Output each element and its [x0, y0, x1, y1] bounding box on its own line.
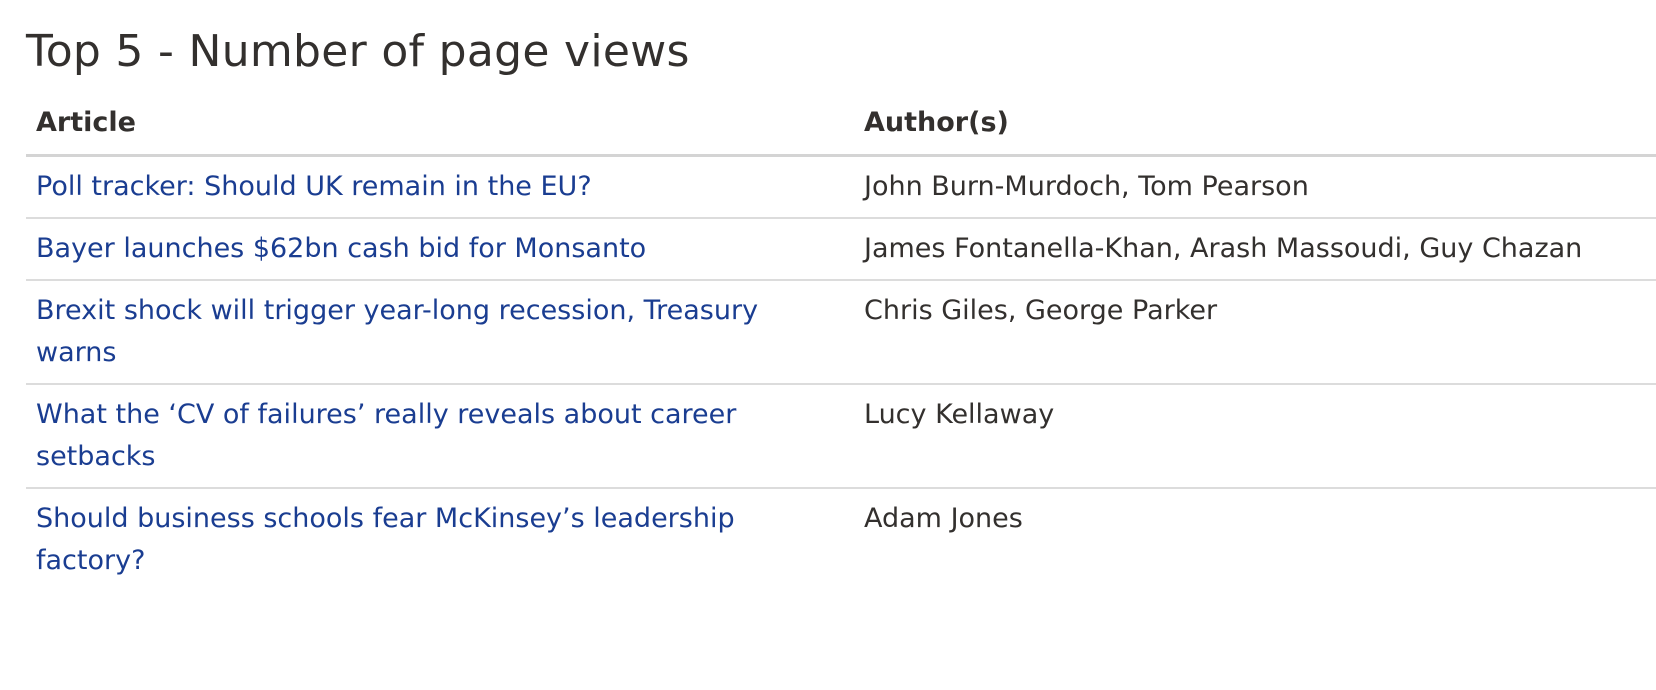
author-cell: Lucy Kellaway	[854, 384, 1656, 489]
article-cell: Brexit shock will trigger year-long rece…	[26, 280, 854, 385]
article-link[interactable]: Poll tracker: Should UK remain in the EU…	[36, 171, 592, 202]
table-row: What the ‘CV of failures’ really reveals…	[26, 384, 1656, 489]
table-row: Poll tracker: Should UK remain in the EU…	[26, 155, 1656, 219]
top-articles-widget: Top 5 - Number of page views Article Aut…	[26, 0, 1656, 591]
article-link[interactable]: Should business schools fear McKinsey’s …	[36, 503, 735, 576]
author-cell: Adam Jones	[864, 503, 1023, 534]
article-link[interactable]: Bayer launches $62bn cash bid for Monsan…	[36, 233, 647, 264]
table-row: Brexit shock will trigger year-long rece…	[26, 280, 1656, 385]
top-articles-table: Article Author(s) Poll tracker: Should U…	[26, 98, 1656, 591]
column-header-authors: Author(s)	[854, 98, 1656, 157]
page-title: Top 5 - Number of page views	[26, 26, 690, 77]
author-cell: James Fontanella-Khan, Arash Massoudi, G…	[854, 218, 1656, 281]
article-cell: Poll tracker: Should UK remain in the EU…	[26, 155, 854, 219]
column-header-article: Article	[26, 98, 854, 157]
table-row: Should business schools fear McKinsey’s …	[26, 488, 1656, 591]
table-row: Bayer launches $62bn cash bid for Monsan…	[26, 218, 1656, 281]
article-link[interactable]: What the ‘CV of failures’ really reveals…	[36, 399, 737, 472]
author-cell: John Burn-Murdoch, Tom Pearson	[854, 155, 1656, 219]
article-cell: Bayer launches $62bn cash bid for Monsan…	[26, 218, 854, 281]
article-link[interactable]: Brexit shock will trigger year-long rece…	[36, 295, 759, 368]
table-header-row: Article Author(s)	[26, 98, 1656, 157]
article-cell: Should business schools fear McKinsey’s …	[26, 488, 854, 591]
author-cell: Chris Giles, George Parker	[854, 280, 1656, 385]
article-cell: What the ‘CV of failures’ really reveals…	[26, 384, 854, 489]
